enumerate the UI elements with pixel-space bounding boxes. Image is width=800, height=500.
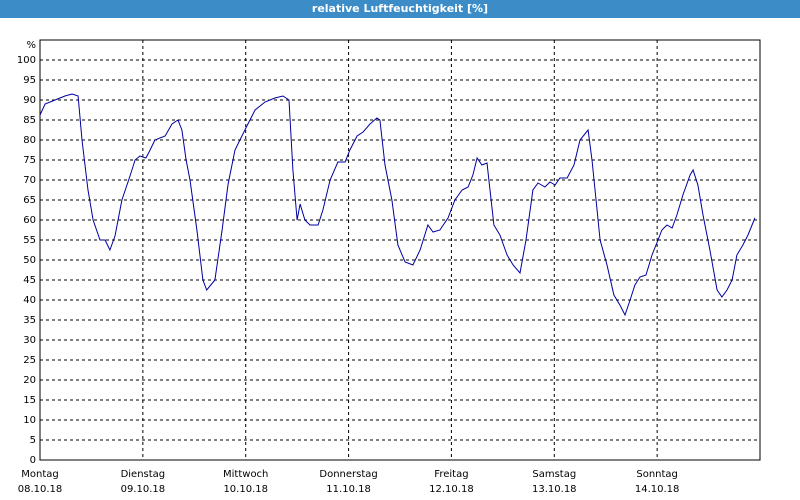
x-tick-date: 10.10.18	[223, 484, 268, 495]
plot-frame	[39, 39, 761, 461]
y-tick-label: 75	[23, 155, 36, 166]
y-tick-label: 90	[23, 95, 36, 106]
x-tick-date: 12.10.18	[429, 484, 474, 495]
y-tick-label: 15	[23, 395, 36, 406]
y-tick-label: 50	[23, 255, 36, 266]
y-tick-label: 40	[23, 295, 36, 306]
x-tick-date: 14.10.18	[635, 484, 680, 495]
x-tick-label: Sonntag	[636, 469, 678, 480]
x-tick-label: Dienstag	[121, 469, 166, 480]
y-tick-label: 100	[17, 55, 36, 66]
x-tick-date: 11.10.18	[326, 484, 371, 495]
x-tick-date: 09.10.18	[121, 484, 166, 495]
y-tick-label: 20	[23, 375, 36, 386]
y-tick-label: 80	[23, 135, 36, 146]
y-tick-label: 25	[23, 355, 36, 366]
y-tick-label: 35	[23, 315, 36, 326]
title-bar: relative Luftfeuchtigkeit [%]	[0, 0, 800, 18]
y-tick-label: 0	[30, 455, 36, 466]
y-tick-label: 60	[23, 215, 36, 226]
y-tick-label: 55	[23, 235, 36, 246]
x-tick-date: 13.10.18	[532, 484, 577, 495]
y-tick-label: 30	[23, 335, 36, 346]
y-tick-label: 5	[30, 435, 36, 446]
y-tick-label: 70	[23, 175, 36, 186]
humidity-line	[39, 93, 756, 317]
y-tick-label: 10	[23, 415, 36, 426]
y-tick-label: 95	[23, 75, 36, 86]
y-axis-label: %	[26, 40, 36, 51]
x-tick-label: Donnerstag	[319, 469, 377, 480]
x-tick-label: Montag	[21, 469, 58, 480]
y-tick-label: 85	[23, 115, 36, 126]
y-tick-label: 65	[23, 195, 36, 206]
x-tick-label: Mittwoch	[223, 469, 268, 480]
x-tick-label: Samstag	[532, 469, 576, 480]
y-tick-label: 45	[23, 275, 36, 286]
chart: % 0 5 10 15 20 25 30 35 40 45 50 55 60 65 70 75 80 85 90 95…	[17, 39, 761, 495]
x-tick-label: Freitag	[434, 469, 468, 480]
x-tick-date: 08.10.18	[18, 484, 63, 495]
